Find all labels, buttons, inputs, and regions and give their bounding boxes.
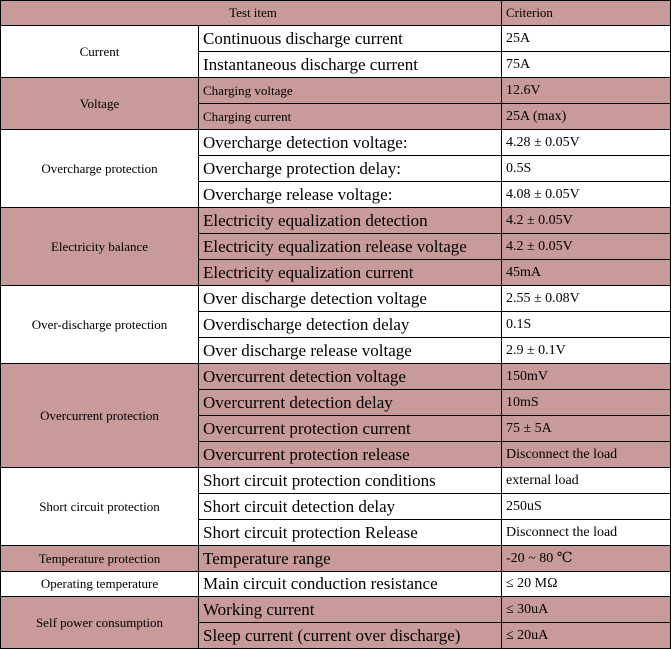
test-item-cell: Overcurrent detection delay (198, 389, 502, 416)
test-item-cell: Overcurrent protection release (198, 441, 502, 468)
group-label: Temperature protection (0, 545, 199, 572)
criterion-cell: 4.08 ± 0.05V (501, 181, 671, 208)
criterion-cell: 0.5S (501, 155, 671, 182)
test-item-cell: Electricity equalization detection (198, 207, 502, 234)
criterion-cell: 2.9 ± 0.1V (501, 337, 671, 364)
table-row: Current Continuous discharge current 25A (0, 25, 671, 78)
criterion-cell: 4.28 ± 0.05V (501, 129, 671, 156)
table-row: Overcurrent detection delay 10mS (1, 389, 671, 416)
table-row: Electricity equalization release voltage… (1, 233, 671, 260)
group-label: Over-discharge protection (0, 285, 199, 364)
table-row: Operating temperature Main circuit conduc… (0, 571, 671, 597)
criterion-cell: -20 ~ 80 ℃ (501, 545, 671, 572)
table-row: Overcharge release voltage: 4.08 ± 0.05V (1, 181, 671, 208)
table-row: Overcurrent protection current 75 ± 5A (1, 415, 671, 442)
criterion-cell: 75 ± 5A (501, 415, 671, 442)
criterion-cell: ≤ 20uA (501, 622, 671, 649)
criterion-cell: 25A (max) (501, 103, 671, 130)
criterion-cell: 250uS (501, 493, 671, 520)
table-row: Self power consumption Working current ≤ 3… (0, 596, 671, 649)
table-row: Charging current 25A (max) (1, 103, 671, 130)
criterion-cell: 25A (501, 25, 671, 52)
test-item-cell: Main circuit conduction resistance (198, 571, 502, 597)
table-row: Voltage Charging voltage 12.6V (0, 77, 671, 130)
group-label: Overcurrent protection (0, 363, 199, 468)
test-item-cell: Short circuit protection Release (198, 519, 502, 546)
test-item-cell: Overcurrent detection voltage (198, 363, 502, 390)
table-row: Overdischarge detection delay 0.1S (1, 311, 671, 338)
table-row: Overcharge protection Overcharge detectio… (0, 129, 671, 208)
test-item-cell: Temperature range (198, 545, 502, 572)
test-item-cell: Overcharge detection voltage: (198, 129, 502, 156)
group-label: Self power consumption (0, 596, 199, 649)
criterion-cell: 2.55 ± 0.08V (501, 285, 671, 312)
criterion-cell: external load (501, 467, 671, 494)
test-item-cell: Overcurrent protection current (198, 415, 502, 442)
header-test-item: Test item (0, 0, 502, 26)
criterion-cell: 4.2 ± 0.05V (501, 207, 671, 234)
test-item-cell: Continuous discharge current (198, 25, 502, 52)
test-item-cell: Sleep current (current over discharge) (198, 622, 502, 649)
test-item-cell: Over discharge release voltage (198, 337, 502, 364)
criterion-cell: ≤ 20 MΩ (501, 571, 671, 597)
test-item-cell: Short circuit protection conditions (198, 467, 502, 494)
group-label: Operating temperature (0, 571, 199, 597)
test-item-cell: Overcharge protection delay: (198, 155, 502, 182)
table-row: Overcurrent protection Overcurrent detect… (0, 363, 671, 468)
group-label: Current (0, 25, 199, 78)
table-row: Short circuit protection Release Disconne… (1, 519, 671, 546)
criterion-cell: ≤ 30uA (501, 596, 671, 623)
test-item-cell: Over discharge detection voltage (198, 285, 502, 312)
table-row: Overcharge protection delay: 0.5S (1, 155, 671, 182)
table-row: Temperature protection Temperature range … (0, 545, 671, 572)
table-row: Instantaneous discharge current 75A (1, 51, 671, 78)
criterion-cell: Disconnect the load (501, 519, 671, 546)
criterion-cell: 12.6V (501, 77, 671, 104)
criterion-cell: 10mS (501, 389, 671, 416)
test-item-cell: Charging voltage (198, 77, 502, 104)
criterion-cell: 75A (501, 51, 671, 78)
group-label: Short circuit protection (0, 467, 199, 546)
criterion-cell: 0.1S (501, 311, 671, 338)
criterion-cell: 150mV (501, 363, 671, 390)
test-item-cell: Overcharge release voltage: (198, 181, 502, 208)
criterion-cell: 4.2 ± 0.05V (501, 233, 671, 260)
table-row: Electricity equalization current 45mA (1, 259, 671, 286)
group-label: Electricity balance (0, 207, 199, 286)
table-row: Short circuit protection Short circuit pr… (0, 467, 671, 546)
test-item-cell: Short circuit detection delay (198, 493, 502, 520)
group-label: Overcharge protection (0, 129, 199, 208)
test-item-cell: Working current (198, 596, 502, 623)
criterion-cell: 45mA (501, 259, 671, 286)
table-row: Electricity balance Electricity equalizat… (0, 207, 671, 286)
header-row: Test item Criterion (0, 0, 671, 26)
test-item-cell: Instantaneous discharge current (198, 51, 502, 78)
table-row: Short circuit detection delay 250uS (1, 493, 671, 520)
test-item-cell: Overdischarge detection delay (198, 311, 502, 338)
header-criterion: Criterion (501, 0, 671, 26)
table-row: Overcurrent protection release Disconnect… (1, 441, 671, 468)
table-row: Over-discharge protection Over discharge … (0, 285, 671, 364)
criterion-cell: Disconnect the load (501, 441, 671, 468)
test-item-cell: Electricity equalization current (198, 259, 502, 286)
test-item-cell: Electricity equalization release voltage (198, 233, 502, 260)
test-item-cell: Charging current (198, 103, 502, 130)
group-label: Voltage (0, 77, 199, 130)
